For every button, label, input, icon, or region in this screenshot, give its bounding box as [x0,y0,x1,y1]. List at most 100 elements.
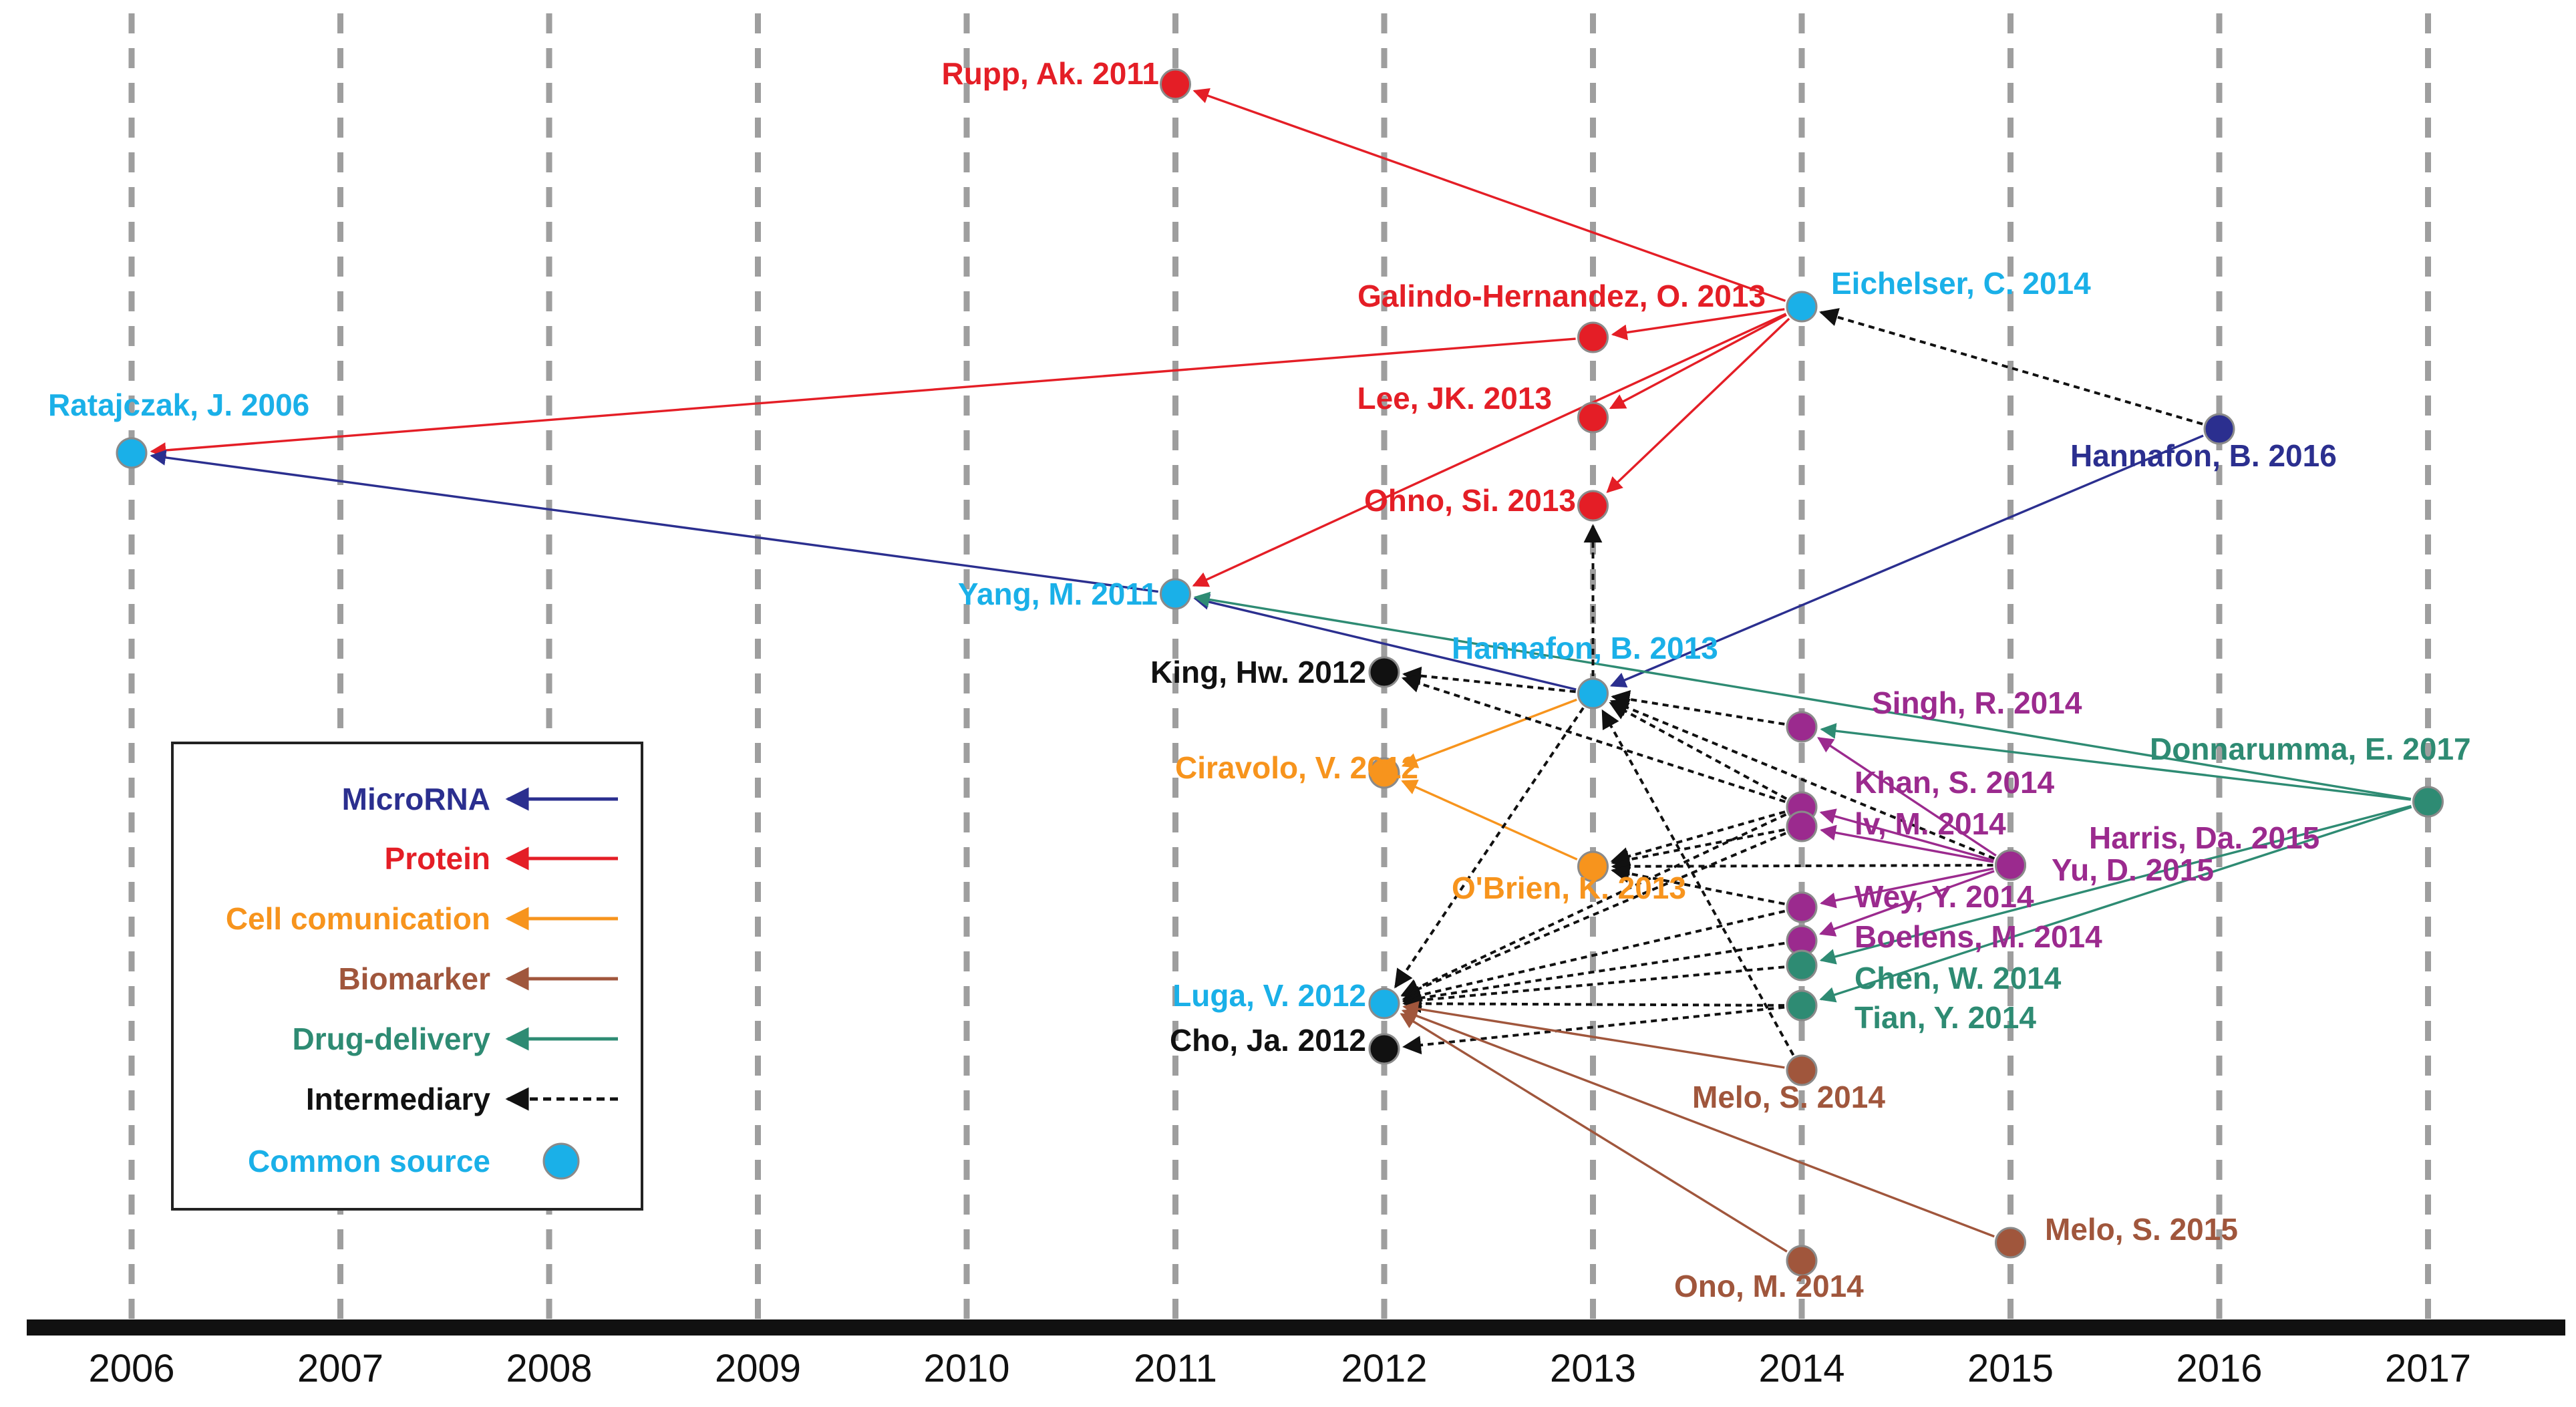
node-melo14[interactable] [1786,1054,1818,1086]
node-label-eichelser: Eichelser, C. 2014 [1831,266,2091,301]
edge-eichelser-to-lee [1609,313,1787,410]
edge-hannafon16-to-hannafon13 [1609,434,2204,687]
edge-lv-to-luga [1401,832,1786,998]
node-obrien[interactable] [1577,850,1609,883]
edge-hannafon13-to-yang [1193,594,1577,691]
node-label-hannafon16: Hannafon, B. 2016 [2070,438,2337,473]
node-label-yu: Yu, D. 2015 [2052,852,2214,887]
year-label-2014: 2014 [1758,1347,1844,1390]
edge-melo14-to-luga [1402,1001,1785,1069]
node-luga[interactable] [1368,987,1400,1020]
edge-eichelser-to-rupp [1192,88,1786,302]
edge-harris-to-boelens [1818,870,1995,937]
node-cho[interactable] [1368,1033,1400,1065]
edge-harris-to-khan [1819,808,1994,862]
node-hannafon16[interactable] [2203,413,2235,445]
edge-eichelser-to-galindo [1611,308,1785,341]
edge-galindo-to-ratajczak [150,337,1576,458]
edge-donnarumma-to-singh [1820,723,2411,801]
edge-singh-to-hannafon13 [1611,689,1785,726]
edge-yang-to-ratajczak [150,450,1158,593]
edge-hannafon13-to-ciravolo [1401,698,1577,768]
edge-khan-to-obrien [1610,810,1786,866]
legend-label-biomarker: Biomarker [338,961,490,996]
node-king[interactable] [1368,656,1400,688]
edge-yu-to-lv [1820,824,1994,863]
node-label-chen: Chen, W. 2014 [1855,961,2062,995]
edge-donnarumma-to-chen [1819,804,2412,965]
node-ono[interactable] [1786,1245,1818,1277]
edge-lv-to-obrien [1611,828,1785,869]
year-label-2011: 2011 [1134,1347,1217,1390]
year-label-2007: 2007 [297,1347,383,1390]
node-label-khan: Khan, S. 2014 [1855,765,2055,800]
node-eichelser[interactable] [1786,291,1818,323]
edge-hannafon13-to-king [1402,666,1576,693]
node-label-king: King, Hw. 2012 [1150,655,1366,689]
node-singh[interactable] [1786,711,1818,743]
node-label-ratajczak: Ratajczak, J. 2006 [48,387,309,422]
node-donnarumma[interactable] [2412,786,2444,818]
node-label-melo15: Melo, S. 2015 [2045,1212,2238,1247]
year-label-2009: 2009 [715,1347,801,1390]
legend-label-protein: Protein [385,841,490,876]
node-label-wey: Wey, Y. 2014 [1855,879,2034,914]
edge-hannafon16-to-eichelser [1819,308,2203,426]
legend-label-intermediary: Intermediary [306,1082,491,1116]
year-label-2012: 2012 [1341,1347,1427,1390]
legend-box [171,742,643,1211]
edge-eichelser-to-ohno [1606,317,1790,493]
node-ratajczak[interactable] [116,437,148,469]
node-lv[interactable] [1786,810,1818,842]
node-label-lee: Lee, JK. 2013 [1357,381,1552,416]
node-label-obrien: O'Brien, K. 2013 [1452,871,1686,905]
node-label-melo14: Melo, S. 2014 [1692,1080,1885,1114]
node-lee[interactable] [1577,402,1609,434]
node-chen[interactable] [1786,949,1818,981]
node-label-lv: lv, M. 2014 [1855,806,2006,841]
node-label-donnarumma: Donnarumma, E. 2017 [2150,732,2471,766]
node-label-luga: Luga, V. 2012 [1172,978,1366,1013]
year-label-2015: 2015 [1967,1347,2054,1390]
edge-melo14-to-hannafon13 [1601,709,1795,1056]
edge-melo15-to-luga [1401,1008,1995,1238]
edge-khan-to-hannafon13 [1609,701,1788,800]
year-label-2008: 2008 [506,1347,592,1390]
edge-obrien-to-ciravolo [1401,780,1578,861]
node-melo15[interactable] [1995,1227,2026,1259]
node-galindo[interactable] [1577,321,1609,353]
node-label-ono: Ono, M. 2014 [1674,1269,1864,1303]
edge-boelens-to-luga [1402,941,1785,1007]
edge-khan-to-luga [1400,813,1787,997]
node-tian[interactable] [1786,989,1818,1022]
node-label-boelens: Boelens, M. 2014 [1855,919,2102,954]
time-axis-bar [27,1319,2565,1336]
node-label-tian: Tian, Y. 2014 [1855,1000,2036,1035]
node-label-singh: Singh, R. 2014 [1872,685,2082,720]
node-label-hannafon13: Hannafon, B. 2013 [1452,631,1718,665]
legend-label-microrna: MicroRNA [342,782,490,816]
edge-wey-to-obrien [1611,864,1785,905]
node-yang[interactable] [1160,578,1191,610]
year-label-2013: 2013 [1550,1347,1636,1390]
node-rupp[interactable] [1160,68,1191,100]
node-label-rupp: Rupp, Ak. 2011 [941,56,1159,91]
edge-hannafon13-to-luga [1394,707,1585,989]
node-label-galindo: Galindo-Hernandez, O. 2013 [1357,279,1766,313]
node-hannafon13[interactable] [1577,677,1609,710]
node-yu[interactable] [1995,849,2026,881]
year-label-2010: 2010 [923,1347,1009,1390]
node-label-ohno: Ohno, Si. 2013 [1364,483,1576,518]
node-wey[interactable] [1786,891,1818,923]
node-ohno[interactable] [1577,490,1609,522]
year-label-2016: 2016 [2176,1347,2262,1390]
year-label-2006: 2006 [88,1347,174,1390]
legend-label-common: Common source [248,1144,490,1179]
node-label-yang: Yang, M. 2011 [958,577,1158,611]
edge-wey-to-luga [1402,909,1786,1005]
edge-ono-to-luga [1400,1013,1788,1253]
legend-label-drug: Drug-delivery [292,1022,490,1056]
node-ciravolo[interactable] [1368,757,1400,789]
